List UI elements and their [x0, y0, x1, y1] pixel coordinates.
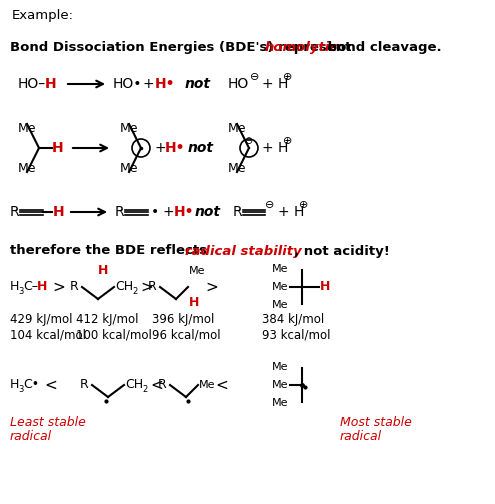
- Text: 429 kJ/mol: 429 kJ/mol: [10, 313, 72, 327]
- Text: HO: HO: [228, 77, 249, 91]
- Text: ⊖: ⊖: [250, 72, 259, 82]
- Text: H: H: [189, 296, 199, 309]
- Text: radical: radical: [340, 430, 382, 444]
- Text: H: H: [52, 141, 64, 155]
- Text: R: R: [233, 205, 243, 219]
- Text: CH: CH: [125, 379, 143, 392]
- Text: H: H: [98, 265, 108, 278]
- Text: Me: Me: [199, 380, 215, 390]
- Text: R: R: [115, 205, 125, 219]
- Text: 100 kcal/mol: 100 kcal/mol: [76, 329, 152, 342]
- Text: >: >: [140, 280, 153, 294]
- Text: Me: Me: [18, 161, 37, 174]
- Text: radical stability: radical stability: [185, 244, 302, 258]
- Text: Bond Dissociation Energies (BDE's) represent: Bond Dissociation Energies (BDE's) repre…: [10, 41, 356, 54]
- Text: Most stable: Most stable: [340, 415, 412, 428]
- Text: C–: C–: [23, 281, 38, 293]
- Text: R: R: [70, 281, 79, 293]
- Text: H•: H•: [165, 141, 186, 155]
- Text: 412 kJ/mol: 412 kJ/mol: [76, 313, 139, 327]
- Text: Me: Me: [228, 121, 247, 135]
- Text: <: <: [44, 377, 57, 393]
- Text: R: R: [158, 379, 167, 392]
- Text: 2: 2: [142, 386, 147, 395]
- Text: Me: Me: [120, 121, 139, 135]
- Text: 3: 3: [18, 287, 23, 296]
- Text: C•: C•: [23, 379, 39, 392]
- Text: +: +: [143, 77, 154, 91]
- Text: ⊖: ⊖: [265, 200, 274, 210]
- Text: + H: + H: [262, 141, 289, 155]
- Text: HO•: HO•: [113, 77, 143, 91]
- Text: 96 kcal/mol: 96 kcal/mol: [152, 329, 221, 342]
- Text: ⊖: ⊖: [244, 136, 252, 146]
- Text: Me: Me: [272, 380, 289, 390]
- Text: H: H: [10, 281, 19, 293]
- Text: CH: CH: [115, 281, 133, 293]
- Text: bond cleavage.: bond cleavage.: [323, 41, 442, 54]
- Text: H: H: [45, 77, 56, 91]
- Text: Me: Me: [272, 264, 289, 274]
- Text: not: not: [185, 77, 211, 91]
- Text: + H: + H: [278, 205, 304, 219]
- Text: homolytic: homolytic: [265, 41, 338, 54]
- Text: H•: H•: [155, 77, 176, 91]
- Text: not: not: [188, 141, 214, 155]
- Text: + H: + H: [262, 77, 289, 91]
- Text: <: <: [215, 377, 228, 393]
- Text: R: R: [148, 281, 157, 293]
- Text: •: •: [151, 205, 159, 219]
- Text: Me: Me: [18, 121, 37, 135]
- Text: 396 kJ/mol: 396 kJ/mol: [152, 313, 214, 327]
- Text: H: H: [37, 281, 48, 293]
- Text: 93 kcal/mol: 93 kcal/mol: [262, 329, 331, 342]
- Text: 3: 3: [18, 386, 23, 395]
- Text: Me: Me: [272, 282, 289, 292]
- Text: H: H: [53, 205, 65, 219]
- Text: <: <: [150, 377, 163, 393]
- Text: radical: radical: [10, 430, 52, 444]
- Text: R: R: [80, 379, 89, 392]
- Text: Me: Me: [272, 300, 289, 310]
- Text: HO–: HO–: [18, 77, 46, 91]
- Text: Me: Me: [272, 398, 289, 408]
- Text: Me: Me: [272, 362, 289, 372]
- Text: +: +: [155, 141, 167, 155]
- Text: +: +: [162, 205, 174, 219]
- Text: ⊕: ⊕: [283, 72, 293, 82]
- Text: 384 kJ/mol: 384 kJ/mol: [262, 313, 324, 327]
- Text: Me: Me: [228, 161, 247, 174]
- Text: >: >: [52, 280, 65, 294]
- Text: not: not: [195, 205, 221, 219]
- Text: H: H: [320, 281, 330, 293]
- Text: >: >: [205, 280, 218, 294]
- Text: ⊕: ⊕: [283, 136, 293, 146]
- Text: H: H: [10, 379, 19, 392]
- Text: Me: Me: [120, 161, 139, 174]
- Text: H•: H•: [174, 205, 195, 219]
- Text: Least stable: Least stable: [10, 415, 86, 428]
- Text: 2: 2: [132, 287, 137, 296]
- Text: Me: Me: [189, 266, 205, 276]
- Text: R: R: [10, 205, 20, 219]
- Text: therefore the BDE reflects: therefore the BDE reflects: [10, 244, 212, 258]
- Text: 104 kcal/mol: 104 kcal/mol: [10, 329, 86, 342]
- Text: Example:: Example:: [12, 10, 74, 23]
- Text: ⊕: ⊕: [299, 200, 308, 210]
- Text: , not acidity!: , not acidity!: [294, 244, 390, 258]
